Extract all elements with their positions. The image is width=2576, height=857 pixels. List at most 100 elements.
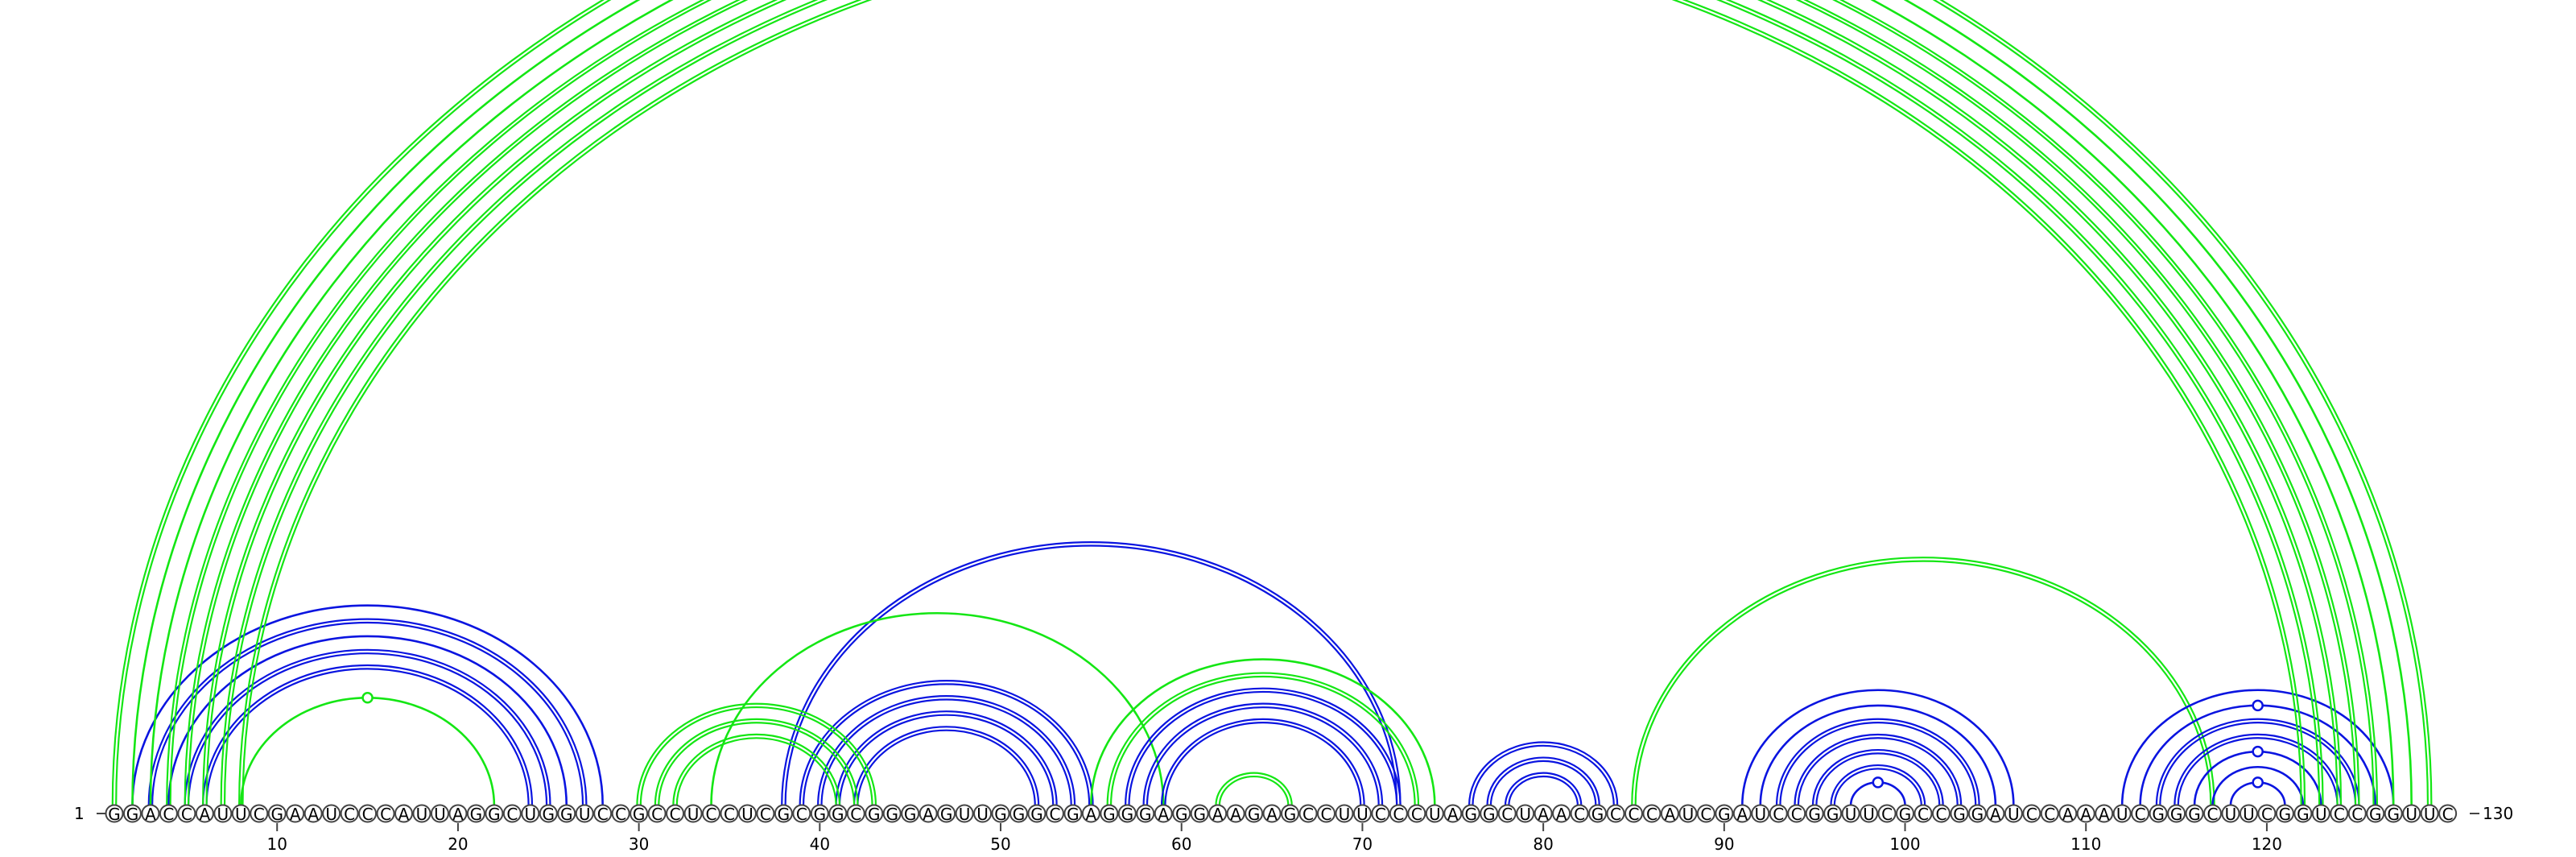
nucleotide-100: G [1896,804,1915,824]
base-pair-arc-118-121 [2229,776,2286,806]
base-pair-arc-96-101 [1830,764,1926,806]
nucleotide-letter: A [2062,805,2074,824]
nucleotide-letter: C [181,805,192,824]
nucleotide-letter: G [1013,805,1026,824]
nucleotide-31: C [647,804,667,824]
nucleotide-letter: U [959,805,971,824]
arc-apex-marker [361,692,374,704]
nucleotide-28: C [593,804,613,824]
nucleotide-letter: C [2261,805,2273,824]
nucleotide-101: C [1913,804,1933,824]
base-pair-arc-57-72 [1125,687,1402,806]
nucleotide-letter: G [1030,805,1043,824]
nucleotide-23: C [502,804,522,824]
nucleotide-letter: C [1918,805,1929,824]
nucleotide-letter: C [2207,805,2219,824]
nucleotide-letter: C [651,805,663,824]
base-pair-arcs [111,0,2433,806]
nucleotide-93: C [1769,804,1788,824]
nucleotide-letter: A [200,805,211,824]
nucleotide-128: U [2402,804,2421,824]
nucleotide-67: C [1298,804,1318,824]
nucleotide-50: G [991,804,1010,824]
base-pair-arc-113-126 [2139,699,2377,806]
nucleotide-92: U [1751,804,1770,824]
nucleotide-4: C [159,804,178,824]
nucleotide-17: A [394,804,414,824]
nucleotide-27: U [575,804,594,824]
nucleotide-letter: A [308,805,319,824]
tick-label: 90 [1714,834,1734,854]
nucleotide-letter: C [1610,805,1621,824]
nucleotide-26: G [557,804,576,824]
nucleotide-letter: U [1682,805,1695,824]
nucleotide-letter: A [2099,805,2110,824]
nucleotide-letter: G [2152,805,2165,824]
nucleotide-32: C [666,804,685,824]
nucleotide-87: A [1660,804,1679,824]
nucleotide-letter: U [1863,805,1875,824]
nucleotide-letter: G [904,805,917,824]
nucleotide-59: A [1154,804,1173,824]
base-pair-arc-92-105 [1759,704,1997,806]
nucleotide-105: A [1986,804,2005,824]
base-pair-arc-8-22 [239,692,496,806]
nucleotide-68: C [1316,804,1335,824]
base-pair-arc-91-106 [1741,689,2015,806]
nucleotide-letter: G [778,805,791,824]
nucleotide-letter: G [1121,805,1134,824]
nucleotide-letter: A [1447,805,1459,824]
base-pair-arc-3-127 [149,0,2395,806]
nucleotide-letter: U [579,805,591,824]
nucleotide-letter: G [1899,805,1912,824]
nucleotide-letter: G [470,805,483,824]
nucleotide-73: C [1407,804,1426,824]
nucleotide-94: C [1787,804,1806,824]
nucleotide-letter: A [2080,805,2091,824]
base-pair-arc-97-100 [1849,776,1906,806]
tick-10: 10 [267,823,287,854]
nucleotide-letter: G [814,805,827,824]
nucleotide-letter: C [344,805,355,824]
nucleotide-122: G [2293,804,2313,824]
nucleotide-14: C [340,804,359,824]
nucleotide-12: A [303,804,323,824]
nucleotide-70: U [1352,804,1372,824]
nucleotide-58: G [1136,804,1155,824]
nucleotide-16: C [376,804,395,824]
nucleotide-letter: A [1230,805,1241,824]
nucleotide-letter: C [1393,805,1404,824]
nucleotide-127: G [2384,804,2403,824]
nucleotide-54: G [1063,804,1083,824]
nucleotide-57: G [1117,804,1137,824]
nucleotide-111: A [2095,804,2114,824]
tick-label: 110 [2070,834,2101,854]
nucleotide-117: C [2203,804,2223,824]
nucleotide-letter: G [543,805,555,824]
nucleotide-letter: C [1049,805,1060,824]
tick-label: 80 [1533,834,1553,854]
nucleotide-letter: C [2026,805,2037,824]
nucleotide-11: A [286,804,305,824]
nucleotide-letter: A [1158,805,1169,824]
base-pair-arc-116-123 [2193,745,2322,806]
nucleotide-66: G [1281,804,1300,824]
nucleotide-letter: G [488,805,501,824]
nucleotide-116: G [2185,804,2204,824]
nucleotide-letter: A [1086,805,1097,824]
nucleotide-10: G [267,804,287,824]
base-pair-arc-77-83 [1486,756,1600,806]
tick-110: 110 [2070,823,2101,854]
nucleotide-52: G [1027,804,1046,824]
nucleotide-letter: U [1754,805,1766,824]
base-pair-arc-6-124 [202,0,2343,806]
arc-apex-marker [2252,776,2264,789]
base-pair-arc-8-122 [237,0,2306,806]
base-pair-arc-93-104 [1775,718,1980,806]
nucleotide-51: G [1009,804,1028,824]
base-pair-arc-59-70 [1160,718,1365,806]
nucleotide-34: C [702,804,721,824]
nucleotide-letter: U [2116,805,2128,824]
nucleotide-letter: G [126,805,139,824]
nucleotide-letter: C [1935,805,1946,824]
